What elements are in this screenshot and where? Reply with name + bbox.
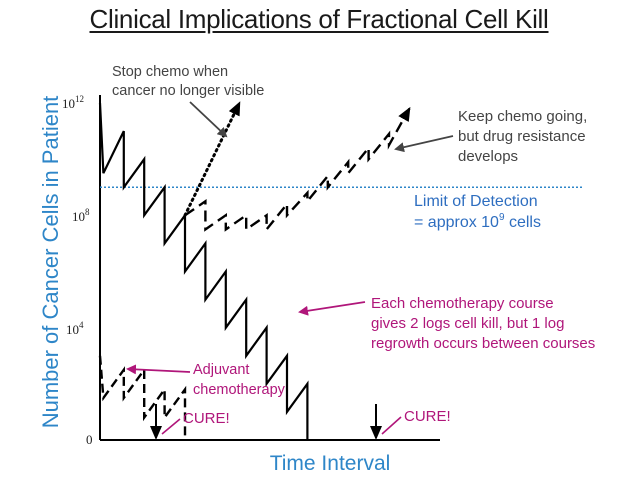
adjuvant-pointer <box>126 364 191 375</box>
x-axis-label: Time Interval <box>270 452 391 475</box>
y-tick-1e8: 108 <box>72 207 90 224</box>
slide-title: Clinical Implications of Fractional Cell… <box>89 4 549 34</box>
cure-right-label: CURE! <box>404 408 451 425</box>
annotation-chemo-course: Each chemotherapy course gives 2 logs ce… <box>371 295 595 352</box>
y-tick-1e4: 104 <box>66 320 84 337</box>
y-tick-labels: 1012 108 104 0 <box>62 94 93 447</box>
series-stop-chemo <box>183 101 241 217</box>
cure-left-pointer <box>161 418 181 435</box>
series-drug-resistance <box>184 106 411 233</box>
annotation-adjuvant: Adjuvant chemotherapy <box>193 362 286 398</box>
cure-left-label: CURE! <box>183 410 230 427</box>
annotation-detection-limit: Limit of Detection = approx 109 cells <box>414 193 542 231</box>
series-adjuvant <box>98 355 187 440</box>
annotation-stop-chemo: Stop chemo when cancer no longer visible <box>112 64 264 99</box>
y-axis-label: Number of Cancer Cells in Patient <box>38 96 63 429</box>
y-tick-1e12: 1012 <box>62 94 84 111</box>
annotation-keep-chemo: Keep chemo going, but drug resistance de… <box>458 108 591 165</box>
cure-right-pointer <box>381 416 402 435</box>
y-tick-0: 0 <box>86 432 93 447</box>
stop-chemo-pointer <box>189 101 228 138</box>
chemo-course-pointer <box>298 301 366 316</box>
series-chemo-to-cure <box>98 102 309 440</box>
keep-chemo-pointer <box>394 135 454 153</box>
